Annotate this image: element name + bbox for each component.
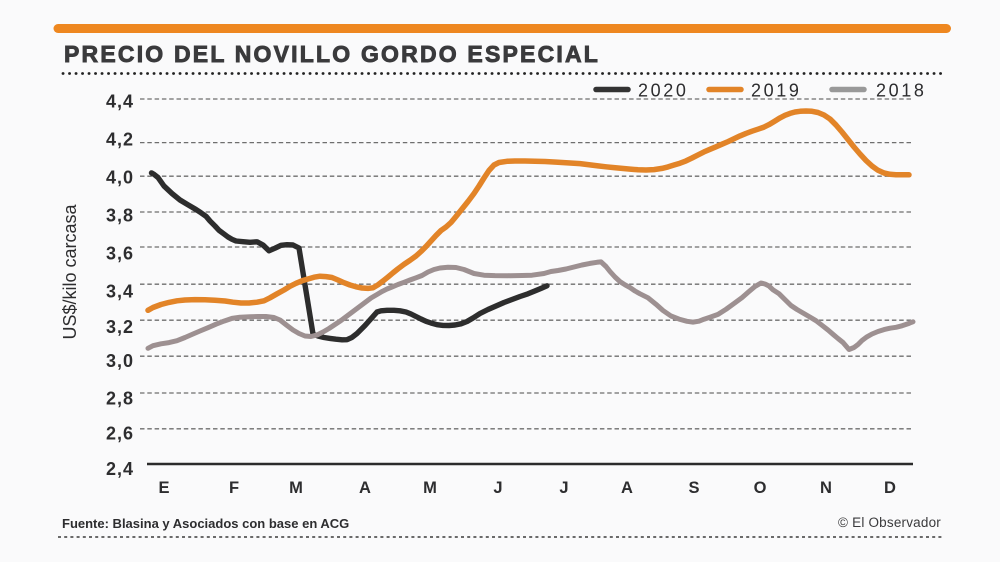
svg-text:2018: 2018 [876, 81, 926, 101]
svg-text:M: M [289, 479, 303, 497]
svg-text:3,2: 3,2 [106, 317, 134, 337]
svg-text:2020: 2020 [638, 81, 688, 101]
svg-text:US$/kilo carcasa: US$/kilo carcasa [60, 203, 80, 339]
svg-text:O: O [754, 479, 767, 497]
svg-text:F: F [229, 479, 239, 497]
svg-text:3,6: 3,6 [106, 244, 134, 264]
svg-text:2,6: 2,6 [106, 424, 134, 444]
svg-text:4,4: 4,4 [106, 91, 134, 111]
svg-text:S: S [688, 479, 699, 497]
svg-text:3,0: 3,0 [106, 351, 134, 371]
svg-text:3,4: 3,4 [106, 282, 134, 302]
svg-text:J: J [493, 479, 502, 497]
svg-text:4,2: 4,2 [106, 129, 134, 149]
svg-text:A: A [621, 479, 633, 497]
svg-text:4,0: 4,0 [106, 167, 134, 187]
svg-text:A: A [359, 479, 371, 497]
svg-text:D: D [884, 479, 896, 497]
svg-text:N: N [820, 479, 832, 497]
svg-text:3,8: 3,8 [106, 206, 134, 226]
svg-text:J: J [559, 479, 568, 497]
svg-text:E: E [158, 479, 169, 497]
svg-text:2019: 2019 [751, 81, 801, 101]
svg-text:M: M [423, 479, 437, 497]
svg-text:2,4: 2,4 [106, 459, 134, 479]
svg-text:2,8: 2,8 [106, 388, 134, 408]
